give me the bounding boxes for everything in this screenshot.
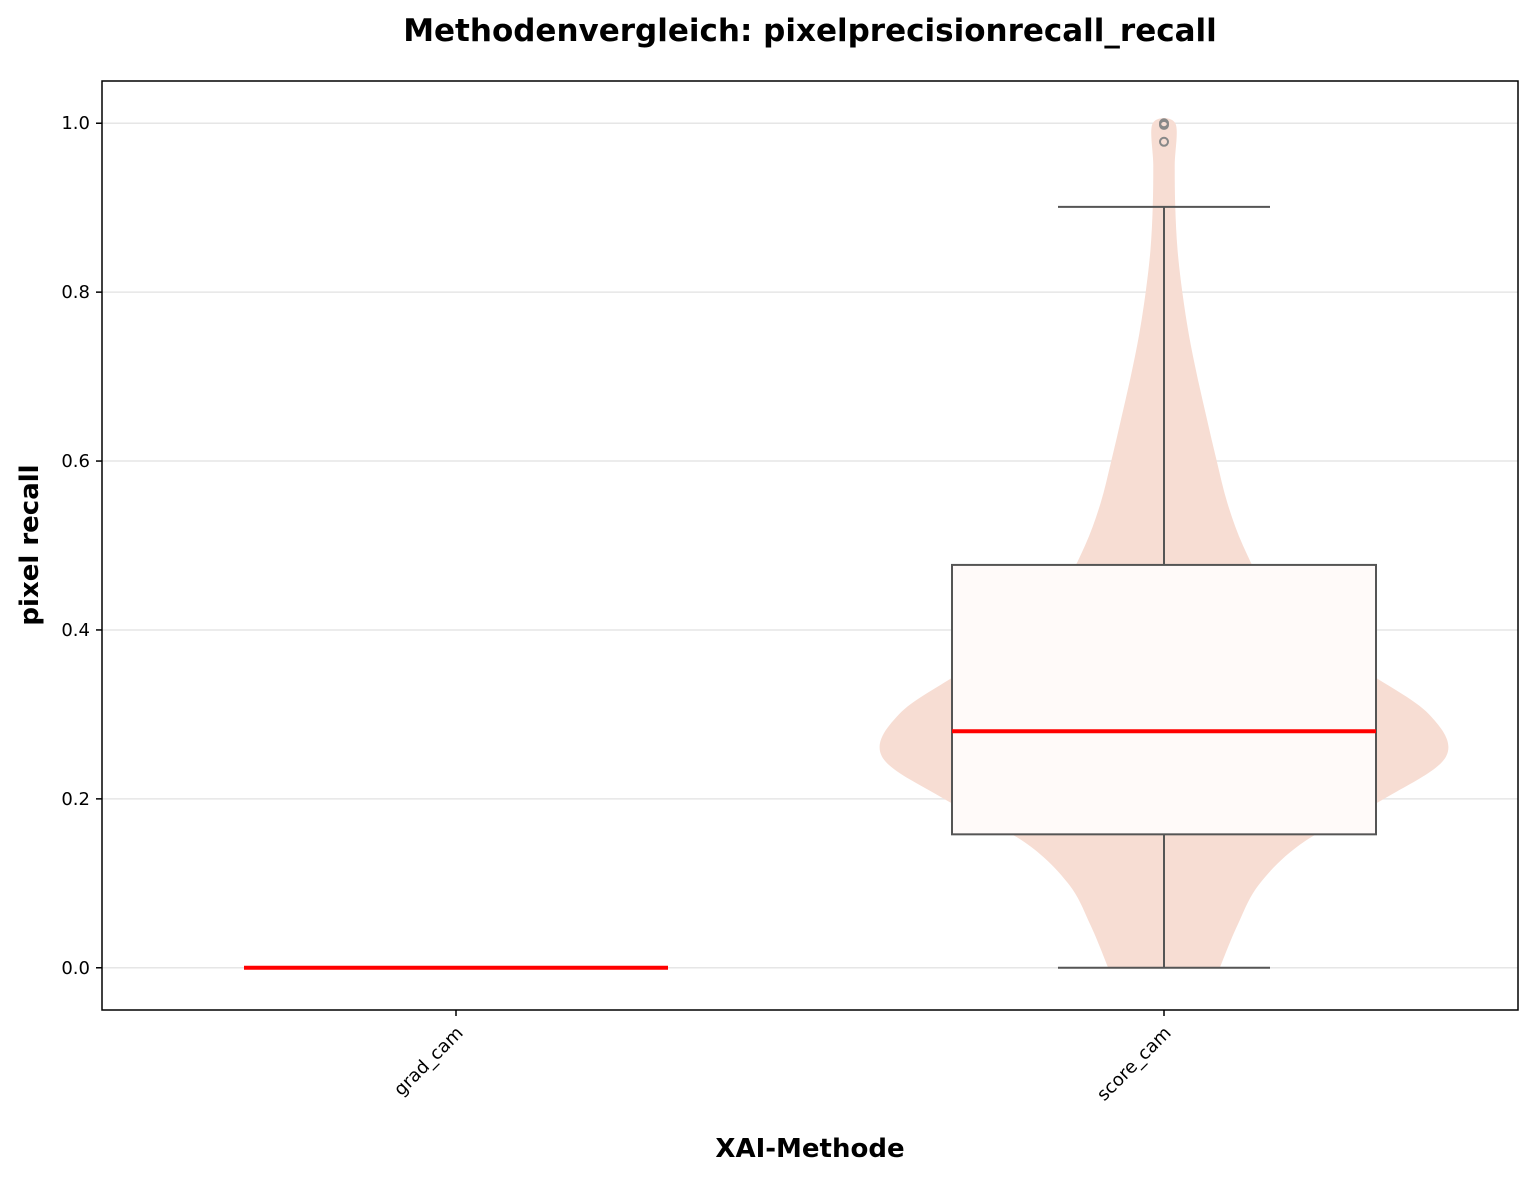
x-tick-label: grad_cam [390, 1023, 468, 1101]
y-tick-label: 0.8 [61, 282, 90, 303]
y-tick-label: 1.0 [61, 113, 90, 134]
y-tick-label: 0.4 [61, 620, 90, 641]
plot-frame [101, 80, 1519, 1011]
grid-lines [102, 122, 1518, 969]
y-axis-label: pixel recall [15, 464, 45, 625]
box-iqr [951, 563, 1377, 836]
boxplots [244, 118, 1377, 970]
y-tick-label: 0.6 [61, 451, 90, 472]
outlier-point [1159, 119, 1169, 130]
outlier-point [1159, 136, 1169, 147]
boxplot-score_cam [951, 118, 1377, 969]
chart-title: Methodenvergleich: pixelprecisionrecall_… [403, 13, 1217, 49]
y-tick-label: 0.0 [61, 958, 90, 979]
x-tick-label: score_cam [1093, 1023, 1176, 1106]
x-axis-label: XAI-Methode [715, 1134, 904, 1164]
y-tick-label: 0.2 [61, 789, 90, 810]
